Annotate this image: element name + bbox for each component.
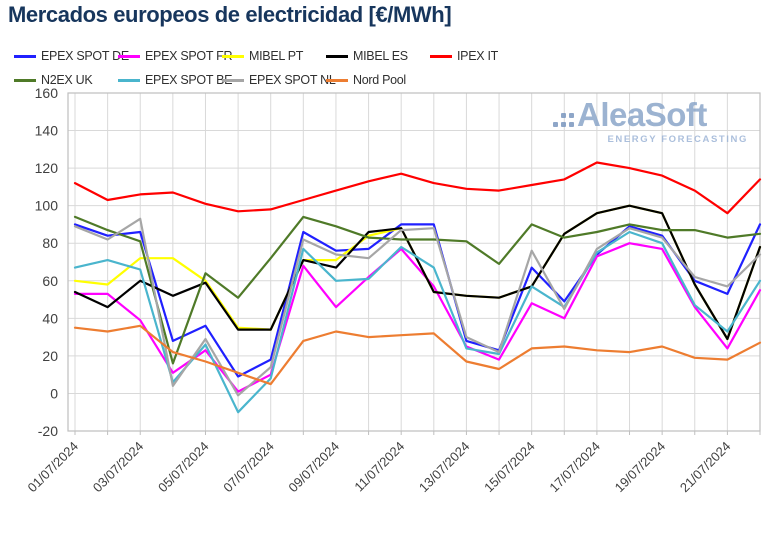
- legend-swatch-mibel-es: [326, 54, 348, 58]
- legend-label: EPEX SPOT FR: [145, 49, 233, 63]
- y-axis-label: 120: [35, 160, 59, 176]
- legend-label: EPEX SPOT NL: [249, 73, 336, 87]
- legend-item-epex-spot-nl: EPEX SPOT NL: [222, 73, 336, 87]
- y-axis-label: 100: [35, 198, 59, 214]
- legend-item-n2ex-uk: N2EX UK: [14, 73, 118, 87]
- legend-item-nord-pool: Nord Pool: [326, 73, 406, 87]
- y-axis-label: 140: [35, 123, 59, 139]
- x-axis-label: 11/07/2024: [351, 439, 407, 495]
- x-axis-label: 13/07/2024: [416, 439, 473, 496]
- legend-item-mibel-es: MIBEL ES: [326, 49, 430, 63]
- watermark-logo: AleaSoft ENERGY FORECASTING: [553, 96, 748, 145]
- legend-row-2: N2EX UK EPEX SPOT BE EPEX SPOT NL Nord Pool: [14, 68, 754, 92]
- legend-item-epex-spot-fr: EPEX SPOT FR: [118, 49, 232, 63]
- aleasoft-dots-icon: [553, 108, 577, 134]
- page-title: Mercados europeos de electricidad [€/MWh…: [8, 2, 452, 27]
- legend-item-epex-spot-be: EPEX SPOT BE: [118, 73, 232, 87]
- legend-swatch-ipex-it: [430, 54, 452, 58]
- legend-swatch-n2ex-uk: [14, 78, 36, 82]
- gridlines: [67, 92, 761, 435]
- series-line-mibel-pt: [73, 204, 762, 341]
- x-axis-label: 17/07/2024: [546, 439, 603, 496]
- legend-label: MIBEL ES: [353, 49, 408, 63]
- x-axis-label: 05/07/2024: [155, 439, 212, 496]
- x-axis-label: 15/07/2024: [481, 439, 538, 496]
- legend-label: MIBEL PT: [249, 49, 304, 63]
- x-axis-label: 09/07/2024: [285, 439, 342, 496]
- legend-label: IPEX IT: [457, 49, 498, 63]
- x-axis-label: 07/07/2024: [220, 439, 277, 496]
- legend-swatch-nord-pool: [326, 78, 348, 82]
- brand-text: AleaSoft: [577, 96, 707, 133]
- legend-swatch-mibel-pt: [222, 54, 244, 58]
- chart-legend: EPEX SPOT DE EPEX SPOT FR MIBEL PT MIBEL ES…: [14, 44, 754, 92]
- legend-swatch-epex-spot-fr: [118, 54, 140, 58]
- series-line-ipex-it: [73, 161, 762, 215]
- series-line-epex-spot-fr: [73, 242, 762, 393]
- legend-swatch-epex-spot-be: [118, 78, 140, 82]
- x-axis-label: 19/07/2024: [612, 439, 669, 496]
- y-axis-label: 60: [42, 273, 58, 289]
- legend-swatch-epex-spot-nl: [222, 78, 244, 82]
- y-axis-label: -20: [38, 423, 58, 439]
- legend-item-epex-spot-de: EPEX SPOT DE: [14, 49, 129, 63]
- legend-row-1: EPEX SPOT DE EPEX SPOT FR MIBEL PT MIBEL ES…: [14, 44, 754, 68]
- legend-item-mibel-pt: MIBEL PT: [222, 49, 326, 63]
- y-axis-label: 20: [42, 348, 58, 364]
- legend-label: EPEX SPOT DE: [41, 49, 129, 63]
- legend-label: N2EX UK: [41, 73, 93, 87]
- y-axis-label: 80: [42, 235, 58, 251]
- legend-item-ipex-it: IPEX IT: [430, 49, 498, 63]
- chart-plot: 160 140 120 100 80 60 40 20 0 -20 01/07/2024 03/07/…: [0, 85, 768, 535]
- series-line-mibel-es: [73, 204, 762, 341]
- y-axis-label: 0: [50, 385, 58, 401]
- legend-label: EPEX SPOT BE: [145, 73, 233, 87]
- series-lines: [73, 161, 762, 414]
- x-axis-label: 21/07/2024: [677, 439, 734, 496]
- y-axis-label: 40: [42, 310, 58, 326]
- legend-label: Nord Pool: [353, 73, 406, 87]
- series-line-n2ex-uk: [73, 215, 762, 365]
- series-line-nord-pool: [73, 324, 762, 386]
- series-line-epex-spot-nl: [73, 217, 762, 397]
- y-axis-label: 160: [35, 88, 59, 101]
- x-axis-label: 03/07/2024: [90, 439, 147, 496]
- tagline-text: ENERGY FORECASTING: [607, 134, 748, 145]
- x-axis-label: 01/07/2024: [24, 439, 81, 496]
- legend-swatch-epex-spot-de: [14, 54, 36, 58]
- series-line-epex-spot-de: [73, 223, 762, 378]
